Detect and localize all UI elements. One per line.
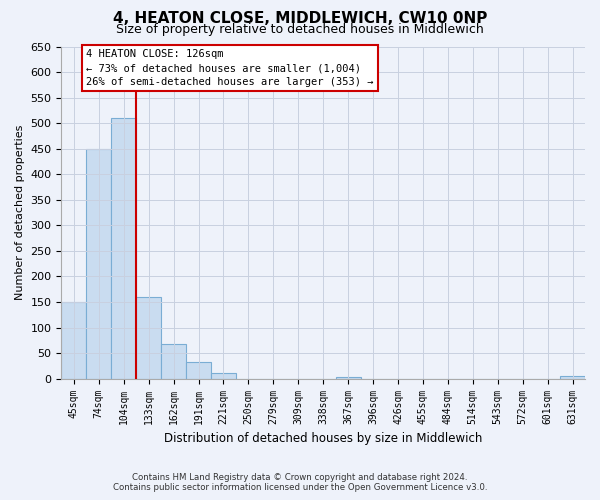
Y-axis label: Number of detached properties: Number of detached properties: [15, 125, 25, 300]
Bar: [61, 302, 86, 378]
Bar: [211, 372, 236, 378]
Bar: [161, 344, 186, 378]
Text: 4 HEATON CLOSE: 126sqm
← 73% of detached houses are smaller (1,004)
26% of semi-: 4 HEATON CLOSE: 126sqm ← 73% of detached…: [86, 49, 374, 87]
Text: 4, HEATON CLOSE, MIDDLEWICH, CW10 0NP: 4, HEATON CLOSE, MIDDLEWICH, CW10 0NP: [113, 11, 487, 26]
Bar: [186, 362, 211, 378]
Bar: [335, 377, 361, 378]
X-axis label: Distribution of detached houses by size in Middlewich: Distribution of detached houses by size …: [164, 432, 482, 445]
Bar: [560, 376, 585, 378]
Bar: [86, 148, 111, 378]
Text: Size of property relative to detached houses in Middlewich: Size of property relative to detached ho…: [116, 22, 484, 36]
Bar: [136, 297, 161, 378]
Text: Contains HM Land Registry data © Crown copyright and database right 2024.
Contai: Contains HM Land Registry data © Crown c…: [113, 473, 487, 492]
Bar: [111, 118, 136, 378]
